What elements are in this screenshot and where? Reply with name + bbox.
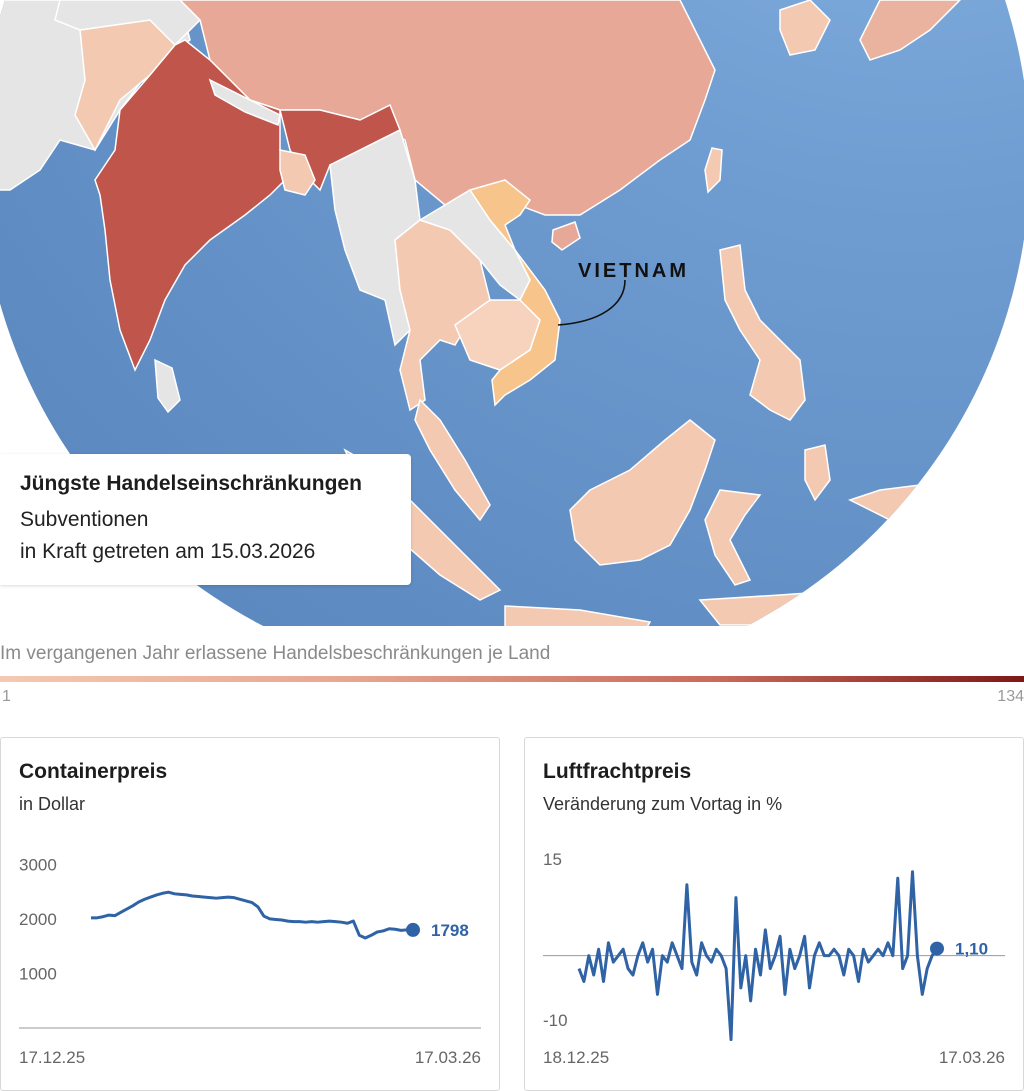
island-sulawesi [704, 489, 762, 586]
container-price-card: Containerpreis in Dollar 3000 2000 1000 179… [0, 737, 500, 1091]
country-taiwan [704, 147, 723, 194]
vietnam-callout-line [557, 279, 626, 326]
legend-color-scale [0, 676, 1024, 682]
y-tick-label: 3000 [19, 855, 57, 874]
container-chart-subtitle: in Dollar [19, 794, 86, 814]
country-nepal [208, 78, 281, 127]
y-tick-label: 15 [543, 850, 562, 869]
series-line [91, 890, 414, 940]
x-start-label: 17.12.25 [19, 1048, 85, 1067]
info-effective-date: in Kraft getreten am 15.03.2026 [20, 540, 316, 563]
y-tick-label: -10 [543, 1011, 568, 1030]
info-subsidy-type: Subventionen [20, 508, 149, 531]
globe-map[interactable]: VIETNAM [0, 0, 1024, 626]
series-line [577, 870, 939, 1042]
x-start-label: 18.12.25 [543, 1048, 609, 1067]
airfreight-price-chart[interactable]: 15 -10 1,10 18.12.25 17.03.26 [525, 738, 1023, 1090]
country-sri-lanka [154, 358, 181, 414]
x-end-label: 17.03.26 [939, 1048, 1005, 1067]
country-vietnam[interactable] [468, 179, 561, 407]
y-tick-label: 2000 [19, 910, 57, 929]
island-borneo [569, 419, 716, 566]
legend-title: Im vergangenen Jahr erlassene Handelsbes… [0, 643, 551, 664]
end-point [406, 922, 420, 937]
map-area[interactable]: VIETNAM Jüngste Handelseinschränkungen S… [0, 0, 1024, 626]
legend-min-label: 1 [2, 688, 11, 705]
y-tick-label: 1000 [19, 964, 57, 983]
country-philippines [719, 244, 806, 421]
container-chart-title: Containerpreis [19, 760, 168, 783]
airfreight-price-card: Luftfrachtpreis Veränderung zum Vortag i… [524, 737, 1024, 1091]
airfreight-chart-title: Luftfrachtpreis [543, 760, 692, 783]
country-korea [779, 0, 831, 56]
vietnam-label: VIETNAM [578, 260, 689, 282]
country-malaysia-peninsula [414, 398, 491, 522]
end-value-label: 1798 [431, 921, 469, 940]
container-price-chart[interactable]: 3000 2000 1000 1798 17.12.25 17.03.26 [1, 738, 499, 1090]
x-end-label: 17.03.26 [415, 1048, 481, 1067]
island-halmahera [804, 444, 831, 502]
country-bangladesh [279, 149, 316, 196]
end-point [930, 941, 944, 956]
airfreight-chart-subtitle: Veränderung zum Vortag in % [543, 794, 783, 814]
info-title: Jüngste Handelseinschränkungen [20, 472, 362, 495]
country-india[interactable] [94, 39, 286, 372]
end-value-label: 1,10 [955, 940, 988, 959]
island-java [504, 605, 652, 626]
island-hainan [551, 221, 581, 251]
country-japan [859, 0, 962, 61]
legend-max-label: 134 [997, 688, 1024, 705]
info-box: Jüngste Handelseinschränkungen Subventio… [0, 454, 411, 585]
